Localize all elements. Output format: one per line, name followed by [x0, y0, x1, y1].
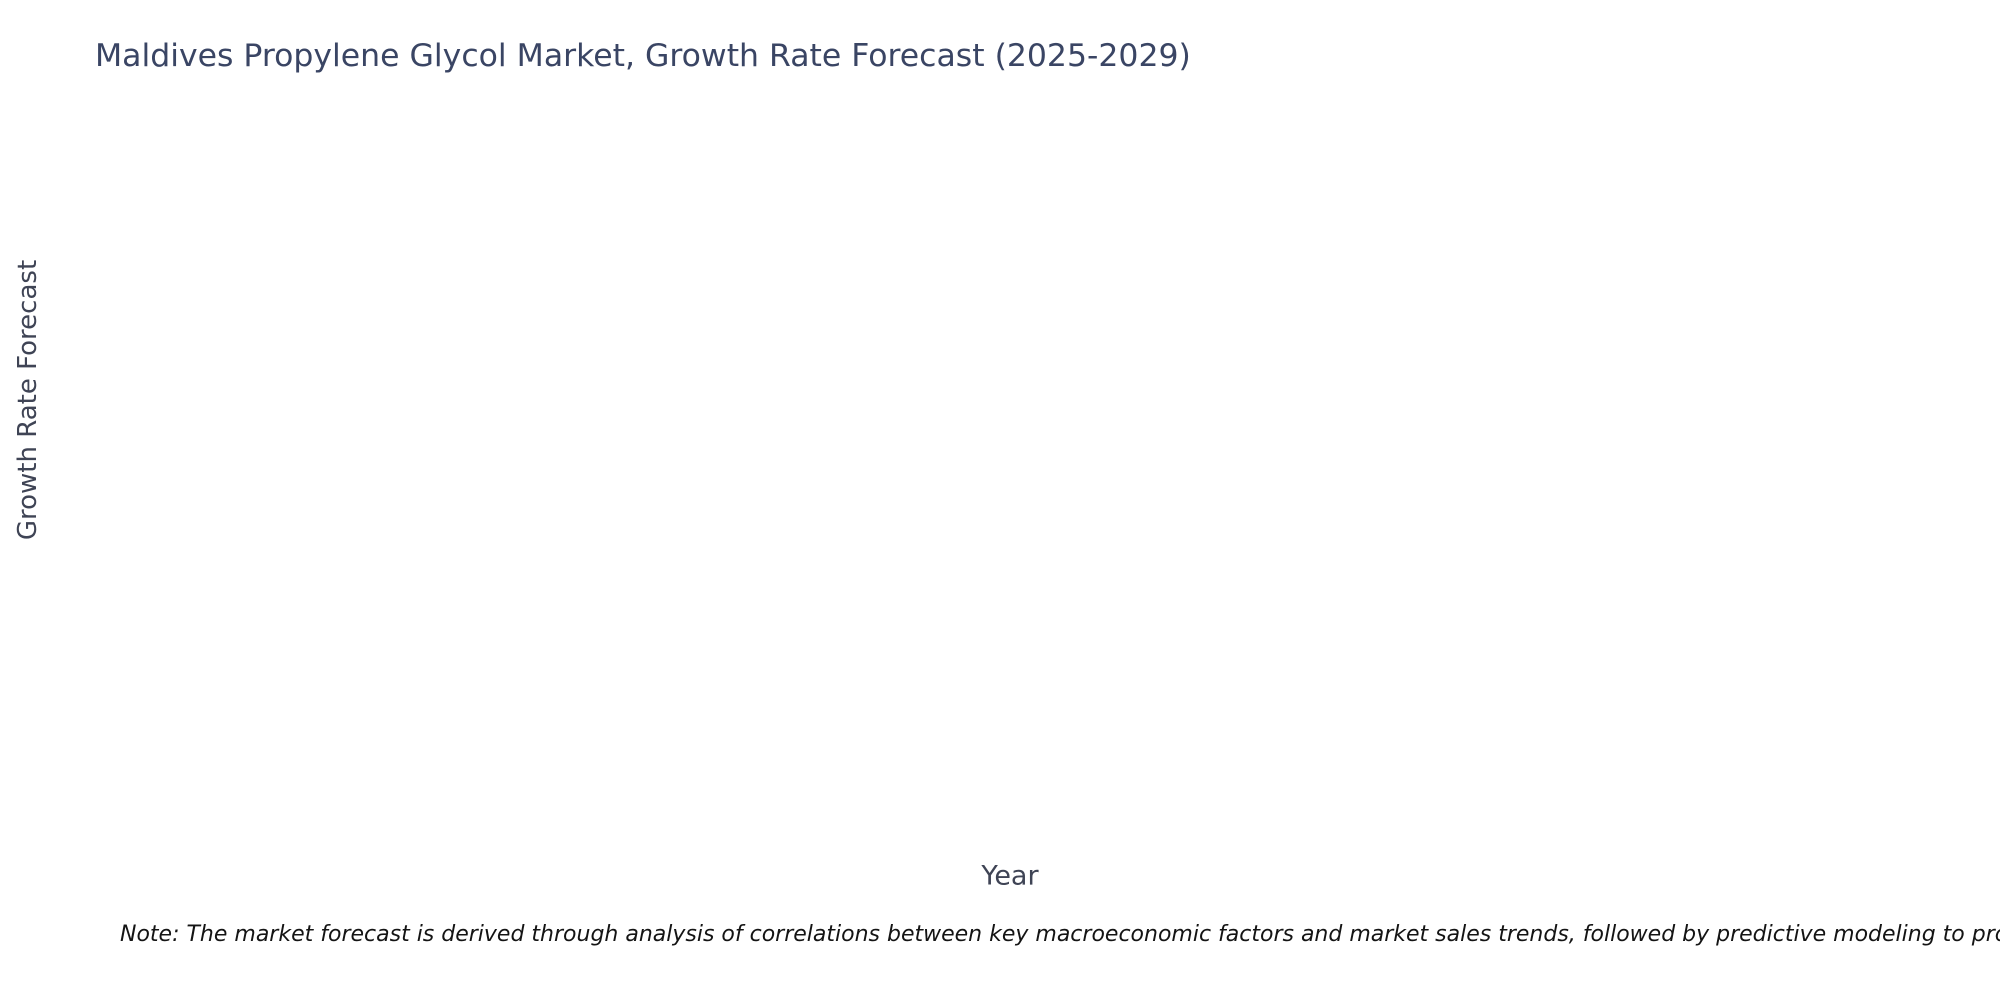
- chart-title: Maldives Propylene Glycol Market, Growth…: [95, 38, 1191, 74]
- x-axis-title: Year: [981, 860, 1039, 892]
- footnote: Note: The market forecast is derived thr…: [120, 922, 2000, 947]
